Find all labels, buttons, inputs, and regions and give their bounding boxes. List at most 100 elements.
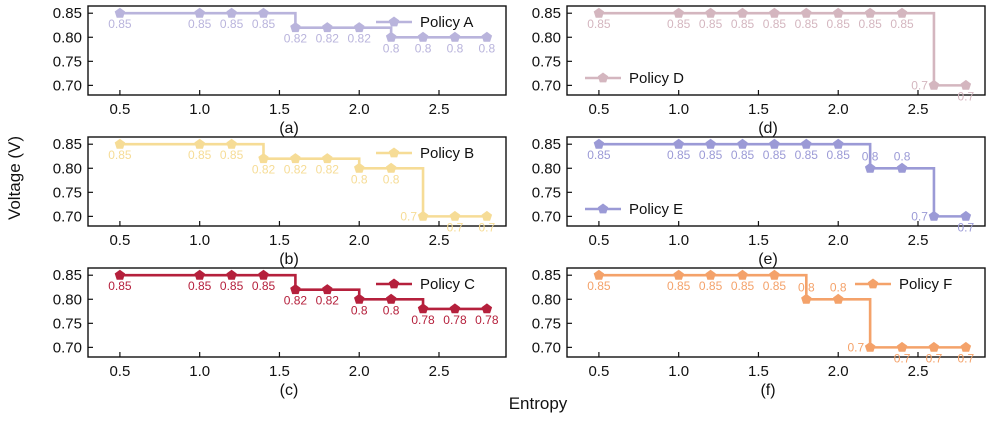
data-label: 0.7: [479, 220, 496, 234]
data-label: 0.8: [383, 172, 400, 186]
panels: 0.700.750.800.850.5 1.0 1.5 2.0 2.5(a)0.85 0.…: [53, 5, 986, 399]
data-label: 0.85: [667, 148, 691, 162]
x-tick-label: 2.0: [828, 101, 849, 118]
legend-label: Policy A: [420, 14, 473, 31]
legend-marker: [597, 203, 609, 214]
x-tick-label: 1.0: [668, 363, 689, 380]
data-label: 0.85: [667, 279, 691, 293]
data-label: 0.8: [447, 41, 464, 55]
data-label: 0.85: [699, 17, 723, 31]
y-tick-label: 0.85: [532, 136, 561, 153]
series-line: [119, 142, 487, 218]
y-tick-label: 0.75: [532, 53, 561, 70]
legend-label: Policy C: [420, 276, 475, 293]
data-point: [481, 31, 493, 42]
data-label: 0.85: [890, 17, 914, 31]
data-label: 0.8: [383, 41, 400, 55]
data-label: 0.85: [108, 17, 132, 31]
x-tick-label: 2.0: [349, 363, 370, 380]
data-label: 0.85: [587, 148, 611, 162]
data-label: 0.85: [827, 17, 851, 31]
data-label: 0.8: [862, 149, 879, 163]
data-label: 0.85: [108, 279, 132, 293]
y-tick-label: 0.80: [53, 291, 82, 308]
data-label: 0.85: [795, 17, 819, 31]
data-label: 0.78: [475, 313, 499, 327]
y-axis-title: Voltage (V): [5, 136, 24, 220]
y-tick-label: 0.70: [53, 208, 82, 225]
x-tick-label: 2.5: [908, 101, 929, 118]
panel-5: 0.70 0.75 0.80 0.85 0.5 1.0 1.5 2.0 2.5 (e) 0.85 0.…: [532, 136, 986, 268]
data-label: 0.7: [958, 89, 975, 103]
x-tick-label: 2.5: [908, 232, 929, 249]
data-point: [705, 269, 716, 280]
data-label: 0.85: [827, 148, 851, 162]
data-point: [801, 7, 812, 18]
data-point: [928, 341, 940, 352]
x-tick-label: 1.5: [748, 101, 769, 118]
y-tick-label: 0.70: [53, 339, 82, 356]
x-tick-label: 2.0: [828, 363, 849, 380]
legend: Policy B: [376, 145, 474, 162]
data-point: [864, 162, 876, 173]
data-label: 0.85: [731, 148, 755, 162]
data-label: 0.82: [284, 294, 308, 308]
data-point: [769, 269, 780, 280]
legend-marker: [388, 16, 400, 27]
y-tick-label: 0.85: [532, 5, 561, 22]
data-point: [322, 22, 333, 33]
data-point: [114, 7, 126, 18]
data-point: [417, 210, 429, 221]
data-label: 0.85: [252, 279, 276, 293]
data-label: 0.85: [667, 17, 691, 31]
data-point: [593, 138, 605, 149]
data-label: 0.7: [447, 220, 464, 234]
y-tick-label: 0.80: [532, 29, 561, 46]
data-point: [769, 138, 780, 149]
y-tick-label: 0.85: [53, 267, 82, 284]
y-tick-label: 0.75: [532, 315, 561, 332]
x-tick-label: 1.5: [748, 232, 769, 249]
data-point: [960, 341, 972, 352]
data-point: [673, 138, 684, 149]
x-tick-label: 2.5: [429, 101, 450, 118]
plot-frame: [87, 267, 507, 358]
data-point: [593, 7, 605, 18]
data-point: [290, 22, 301, 33]
data-label: 0.8: [798, 280, 815, 294]
data-label: 0.85: [188, 279, 212, 293]
y-tick-label: 0.85: [53, 136, 82, 153]
data-point: [769, 7, 780, 18]
data-label: 0.8: [383, 303, 400, 317]
x-tick-label: 0.5: [109, 101, 130, 118]
data-point: [417, 31, 429, 42]
data-point: [322, 284, 333, 295]
y-tick-label: 0.80: [53, 29, 82, 46]
data-point: [864, 7, 876, 18]
data-point: [290, 153, 301, 164]
data-label: 0.85: [763, 17, 787, 31]
panel-label: (e): [758, 251, 778, 268]
data-point: [258, 153, 269, 164]
data-label: 0.85: [252, 17, 276, 31]
data-point: [385, 293, 397, 304]
legend-label: Policy D: [629, 70, 684, 87]
data-label: 0.82: [348, 32, 372, 46]
x-tick-label: 1.0: [189, 101, 210, 118]
data-point: [481, 303, 493, 314]
data-label: 0.82: [284, 163, 308, 177]
data-point: [194, 138, 205, 149]
y-tick-label: 0.70: [532, 208, 561, 225]
data-label: 0.7: [958, 351, 975, 365]
data-label: 0.7: [894, 351, 911, 365]
data-point: [226, 138, 237, 149]
series-line: [598, 11, 966, 87]
data-label: 0.85: [220, 279, 244, 293]
y-tick-label: 0.75: [53, 315, 82, 332]
data-point: [385, 31, 397, 42]
data-point: [114, 138, 126, 149]
x-tick-label: 1.5: [269, 232, 290, 249]
data-point: [226, 269, 237, 280]
x-tick-label: 0.5: [588, 232, 609, 249]
plot-frame: [566, 267, 986, 358]
